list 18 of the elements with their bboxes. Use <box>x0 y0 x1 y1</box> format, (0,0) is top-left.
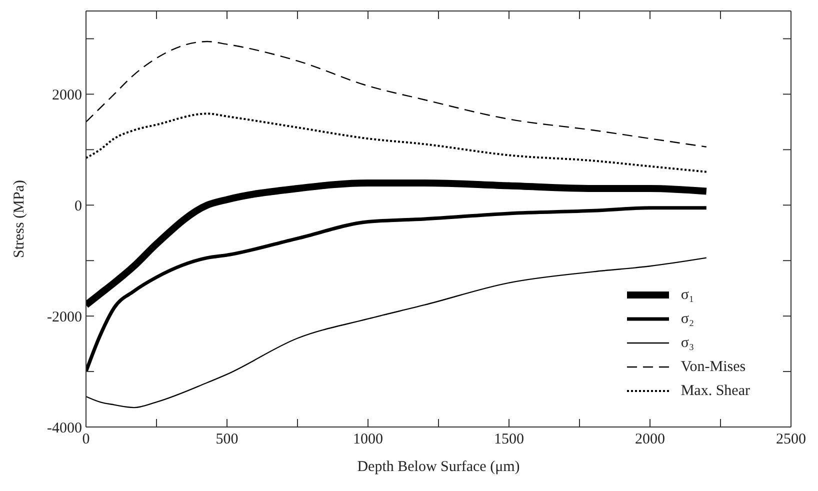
line-series <box>86 40 707 148</box>
x-tick-label: 2000 <box>635 432 665 448</box>
y-axis-title: Stress (MPa) <box>11 180 28 258</box>
x-tick-label: 2500 <box>776 432 806 448</box>
x-tick-label: 1000 <box>353 432 383 448</box>
y-tick-label: -4000 <box>47 420 82 436</box>
y-tick-label: 0 <box>74 198 82 214</box>
y-tick-label: -2000 <box>47 309 82 326</box>
x-tick-label: 1500 <box>494 432 524 448</box>
legend-label: σ₁ <box>680 286 694 304</box>
x-axis-title: Depth Below Surface (μm) <box>357 459 520 475</box>
y-tick-label: 2000 <box>52 88 82 104</box>
legend-label: Von-Mises <box>680 358 746 376</box>
line-series <box>86 112 708 173</box>
legend-label: Max. Shear <box>680 382 750 400</box>
legend-label: σ₂ <box>680 310 694 328</box>
x-tick-label: 500 <box>216 432 238 448</box>
legend-label: σ₃ <box>680 334 694 352</box>
